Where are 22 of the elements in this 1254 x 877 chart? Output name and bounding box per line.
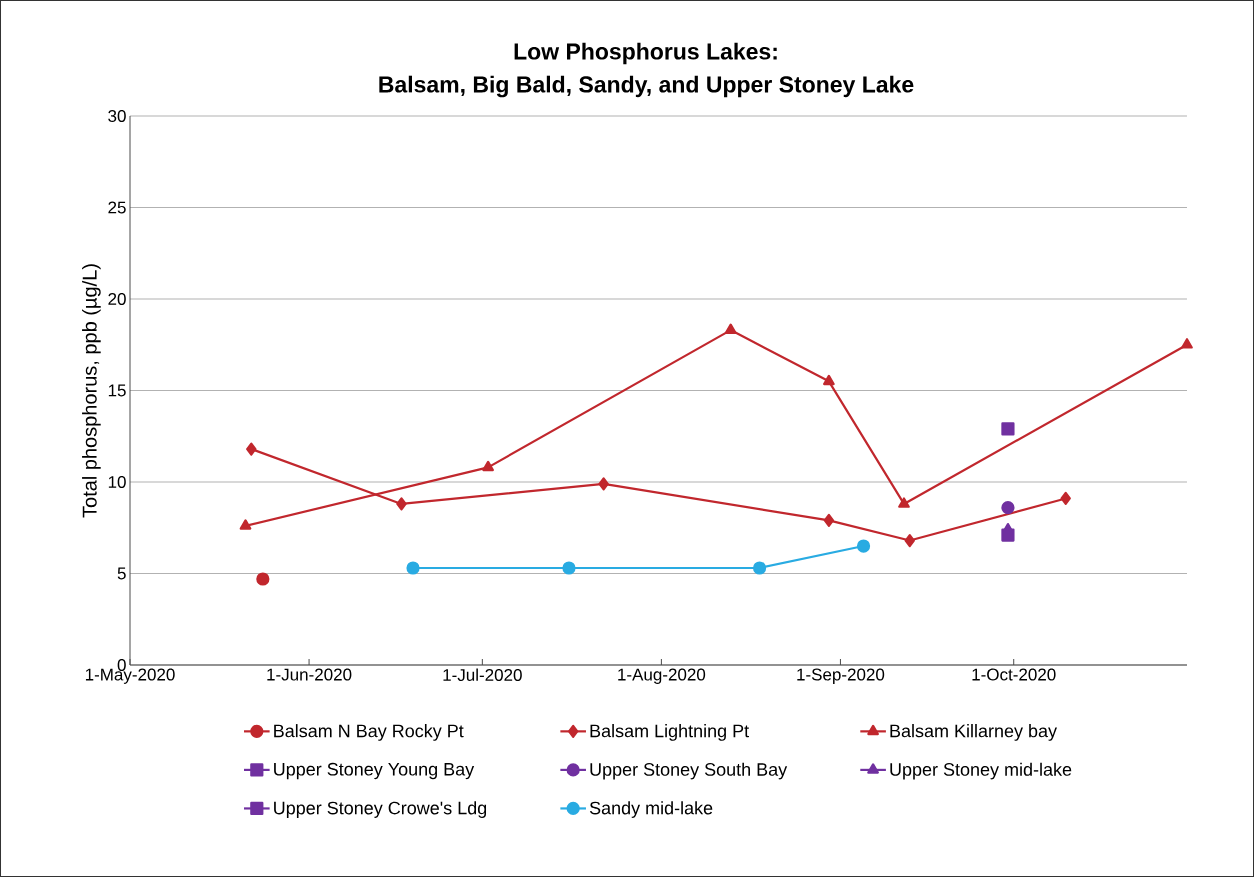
x-tick-label: 1-Jul-2020 xyxy=(443,668,522,682)
legend-label: Upper Stoney Crowe's Ldg xyxy=(274,801,487,818)
x-tick-label: 1-Jun-2020 xyxy=(267,668,352,681)
x-tick-label: 1-Sep-2020 xyxy=(797,668,885,684)
legend-label: Balsam N Bay Rocky Pt xyxy=(274,724,464,741)
x-tick-label: 1-Oct-2020 xyxy=(972,668,1056,681)
legend-label: Sandy mid-lake xyxy=(589,801,713,818)
y-tick-label: 20 xyxy=(108,292,126,306)
x-tick-label: 1-Aug-2020 xyxy=(618,668,706,684)
legend-label: Balsam Killarney bay xyxy=(890,724,1057,741)
legend-label: Upper Stoney mid-lake xyxy=(890,762,1072,780)
y-tick-label: 10 xyxy=(108,475,126,489)
legend-label: Balsam Lightning Pt xyxy=(590,724,749,741)
legend-label: Upper Stoney Young Bay xyxy=(274,762,475,780)
y-tick-label: 5 xyxy=(117,567,126,580)
y-tick-label: 30 xyxy=(108,109,126,123)
y-tick-label: 15 xyxy=(108,384,126,397)
legend-label: Upper Stoney South Bay xyxy=(590,762,788,780)
chart-title: Low Phosphorus Lakes: xyxy=(514,42,777,65)
chart-subtitle: Balsam, Big Bald, Sandy, and Upper Stoney Lake xyxy=(379,75,914,98)
y-tick-label: 25 xyxy=(108,201,126,214)
y-axis-title: Total phosphorus, ppb (µg/L) xyxy=(82,264,101,518)
